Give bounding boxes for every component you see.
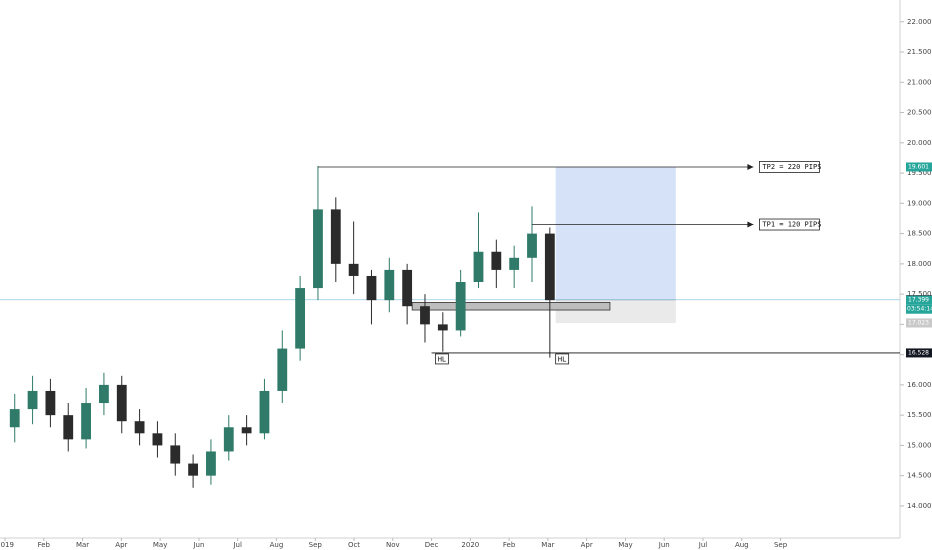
x-tick-label: Apr <box>581 541 593 549</box>
candle-body <box>116 384 127 422</box>
hl-label: HL <box>438 355 446 363</box>
target-label-box <box>759 218 820 231</box>
candle-body <box>206 451 216 476</box>
candle-body <box>295 288 306 349</box>
target-label-box <box>759 161 820 173</box>
candle-body <box>455 282 466 331</box>
y-tick-label: 20.500 <box>907 109 932 117</box>
y-tick-label: 20.000 <box>907 139 932 147</box>
zone-bar <box>411 302 611 311</box>
hl-box <box>435 353 449 365</box>
x-tick-label: Jun <box>658 541 670 549</box>
y-tick-label: 14.500 <box>907 472 932 480</box>
candle-body <box>509 257 520 270</box>
x-tick-label: Aug <box>735 541 749 549</box>
target-label: TP1 = 120 PIPS <box>762 221 821 229</box>
x-tick-label: Mar <box>76 541 89 549</box>
candle-body <box>223 427 234 452</box>
price-tag <box>906 162 932 172</box>
price-tag <box>906 295 932 305</box>
y-tick-label: 17.500 <box>907 290 932 298</box>
x-tick-label: 2020 <box>461 541 479 549</box>
x-tick-label: Jun <box>192 541 204 549</box>
candle-body <box>259 390 270 434</box>
candle-body <box>348 263 359 276</box>
y-tick-label: 19.500 <box>907 169 932 177</box>
price-tag-label: 16.528 <box>908 349 929 356</box>
x-tick-label: Oct <box>348 541 360 549</box>
candle-body <box>313 209 323 289</box>
x-tick-label: Jul <box>698 541 708 549</box>
x-tick-label: Mar <box>541 541 554 549</box>
x-tick-label: Sep <box>774 541 788 549</box>
candle-body <box>384 269 395 301</box>
candle-body <box>491 251 502 270</box>
candle-body <box>81 403 91 440</box>
hl-label: HL <box>558 355 566 363</box>
profit-zone <box>555 166 676 300</box>
candle-body <box>45 390 56 416</box>
candle-body <box>27 390 38 410</box>
x-tick-label: Feb <box>503 541 516 549</box>
countdown-tag <box>906 304 932 314</box>
candle-body <box>134 421 145 434</box>
x-tick-label: Feb <box>38 541 51 549</box>
arrow-head <box>747 163 754 170</box>
y-tick-label: 15.000 <box>907 441 932 449</box>
y-tick-label: 19.000 <box>907 199 932 207</box>
x-tick-label: May <box>618 541 632 549</box>
price-tag <box>906 318 932 328</box>
arrow-head <box>747 221 754 228</box>
candle-body <box>9 409 20 428</box>
candle-body <box>330 209 341 264</box>
x-tick-label: May <box>153 541 167 549</box>
y-tick-label: 18.500 <box>907 230 932 238</box>
y-tick-label: 21.500 <box>907 48 932 56</box>
hl-box <box>555 353 570 365</box>
x-tick-label: Jul <box>232 541 242 549</box>
candle-body <box>420 306 430 325</box>
y-tick-label: 16.000 <box>907 381 932 389</box>
y-tick-label: 15.500 <box>907 411 932 419</box>
target-label: TP2 = 220 PIPS <box>762 163 821 171</box>
candle-body <box>527 233 537 258</box>
price-tag-label: 19.601 <box>908 163 929 170</box>
x-tick-label: 2019 <box>0 541 14 549</box>
price-tag-label: 17.023 <box>908 319 929 326</box>
price-tag-label: 17.399 <box>908 297 929 304</box>
y-tick-label: 18.000 <box>907 260 932 268</box>
candle-body <box>366 275 377 301</box>
countdown-label: 03:54:14 <box>907 306 932 313</box>
y-tick-label: 22.000 <box>907 18 932 26</box>
candle-body <box>241 427 252 434</box>
candle-body <box>473 251 484 283</box>
x-tick-label: Aug <box>270 541 284 549</box>
x-tick-label: Sep <box>309 541 323 549</box>
candle-body <box>99 384 109 404</box>
y-tick-label: 14.000 <box>907 502 932 510</box>
x-tick-label: Dec <box>425 541 439 549</box>
candle-body <box>188 463 199 476</box>
x-tick-label: Nov <box>386 541 400 549</box>
candle-body <box>63 415 74 440</box>
candle-body <box>277 348 288 391</box>
candle-body <box>402 269 413 307</box>
y-tick-label: 21.000 <box>907 78 932 86</box>
candle-body <box>152 433 163 446</box>
x-tick-label: Apr <box>115 541 127 549</box>
candle-body <box>544 233 555 301</box>
candle-body <box>437 324 448 331</box>
candle-body <box>170 445 181 464</box>
price-tag <box>906 348 932 358</box>
